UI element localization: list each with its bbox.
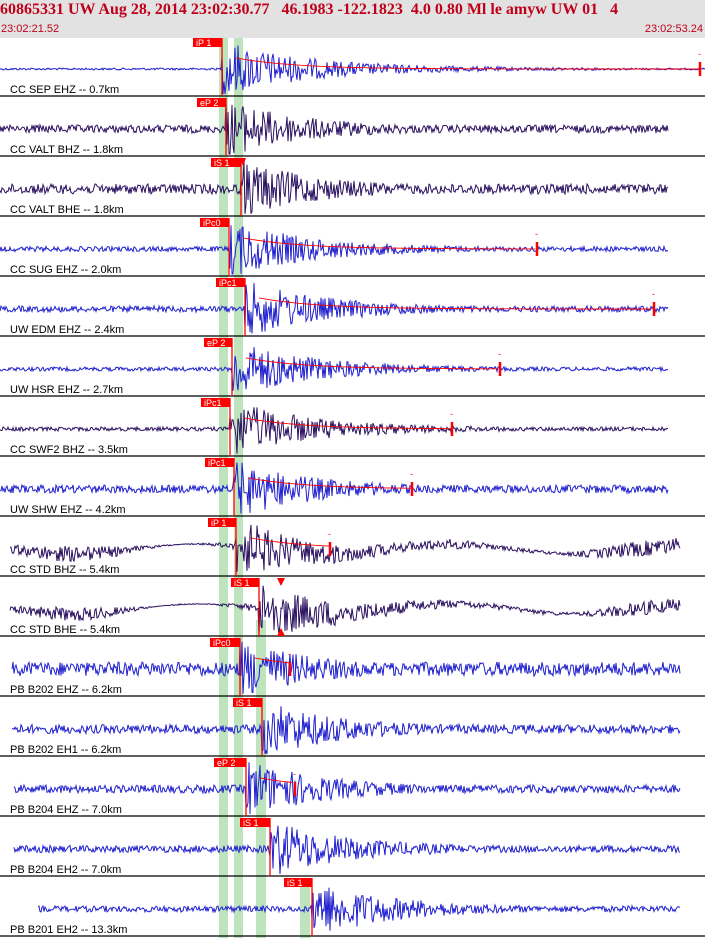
station-label: CC SEP EHZ -- 0.7km — [10, 84, 119, 96]
coda-decay-curve — [235, 57, 700, 70]
pick-label: iS 1 — [214, 158, 230, 168]
station-label: UW EDM EHZ -- 2.4km — [10, 324, 124, 336]
coda-decay-curve — [243, 417, 453, 430]
s-pick-triangle — [277, 578, 285, 586]
pick-label-box — [208, 518, 236, 527]
header-bar: 60865331 UW Aug 28, 2014 23:02:30.77 46.… — [0, 0, 705, 38]
station-label: PB B202 EHZ -- 6.2km — [10, 684, 122, 696]
seismic-trace — [9, 524, 681, 572]
station-label: PB B201 EH2 -- 13.3km — [10, 924, 127, 936]
station-label: CC STD BHE -- 5.4km — [10, 624, 120, 636]
station-label: CC SWF2 BHZ -- 3.5km — [10, 444, 128, 456]
coda-marker-sign: - — [652, 289, 655, 299]
coda-marker-sign: - — [698, 49, 701, 59]
seismic-trace — [11, 641, 681, 695]
end-time: 23:02:53.24 — [644, 23, 703, 35]
station-label: CC VALT BHE -- 1.8km — [10, 204, 124, 216]
station-label: UW HSR EHZ -- 2.7km — [10, 384, 123, 396]
event-title: 60865331 UW Aug 28, 2014 23:02:30.77 46.… — [0, 1, 619, 18]
s-window-band — [256, 620, 266, 938]
pick-label-box — [210, 638, 240, 647]
seismic-trace — [13, 825, 681, 875]
coda-decay-curve — [258, 297, 651, 310]
seismic-trace — [0, 161, 669, 214]
pick-label: iS 1 — [243, 818, 259, 828]
pick-label-box — [231, 578, 259, 587]
coda-marker-sign: - — [498, 349, 501, 359]
station-label: UW SHW EHZ -- 4.2km — [10, 504, 126, 516]
seismic-trace — [0, 462, 669, 514]
pick-label-box — [216, 278, 245, 287]
station-label: CC SUG EHZ -- 2.0km — [10, 264, 121, 276]
pick-label: iP 1 — [196, 38, 211, 48]
coda-decay-curve — [247, 477, 413, 489]
pick-label-box — [205, 458, 234, 467]
pick-label-box — [193, 38, 222, 47]
start-time: 23:02:21.52 — [1, 23, 60, 35]
coda-marker-sign: - — [293, 769, 296, 779]
seismic-trace — [0, 407, 669, 454]
station-label: CC VALT BHZ -- 1.8km — [10, 144, 123, 156]
coda-marker-sign: - — [535, 229, 538, 239]
pick-label: eP 2 — [200, 98, 218, 108]
pick-label-box — [197, 98, 226, 107]
seismic-trace — [37, 887, 681, 931]
pick-label: iPc1 — [219, 278, 237, 288]
pick-label: iS 1 — [234, 578, 250, 588]
pick-label-box — [204, 338, 232, 347]
coda-marker-sign: - — [410, 469, 413, 479]
coda-marker-sign: - — [450, 409, 453, 419]
coda-decay-curve — [245, 357, 498, 370]
pick-label: eP 2 — [207, 338, 225, 348]
pick-label: iPc0 — [213, 638, 231, 648]
pick-label-box — [211, 158, 241, 167]
pick-label-box — [240, 818, 270, 827]
seismic-trace — [0, 347, 669, 391]
s-pick-triangle — [277, 628, 285, 636]
pick-label-box — [201, 398, 230, 407]
coda-decay-curve — [249, 537, 331, 547]
coda-decay-curve — [253, 657, 291, 664]
pick-label-box — [214, 758, 246, 767]
pick-label: iPc0 — [203, 218, 221, 228]
pick-label-box — [284, 878, 312, 887]
pick-label-box — [233, 698, 262, 707]
pick-label: iP 1 — [211, 518, 226, 528]
station-label: PB B204 EH2 -- 7.0km — [10, 864, 121, 876]
coda-marker-sign: - — [328, 529, 331, 539]
pick-label: iPc1 — [204, 398, 222, 408]
seismic-trace — [9, 585, 681, 635]
s-pick-triangle — [240, 158, 246, 166]
station-label: PB B204 EHZ -- 7.0km — [10, 804, 122, 816]
seismic-trace — [13, 762, 681, 815]
pick-label: iPc1 — [208, 458, 226, 468]
station-label: PB B202 EH1 -- 6.2km — [10, 744, 121, 756]
pick-label: eP 2 — [217, 758, 235, 768]
seismic-trace — [0, 101, 669, 155]
coda-marker-sign: - — [288, 649, 291, 659]
pick-label: iS 1 — [236, 698, 252, 708]
coda-decay-curve — [242, 237, 535, 250]
seismic-trace — [11, 706, 681, 755]
station-label: CC STD BHZ -- 5.4km — [10, 564, 119, 576]
coda-decay-curve — [259, 777, 293, 783]
pick-label: iS 1 — [287, 878, 303, 888]
pick-label-box — [200, 218, 229, 227]
